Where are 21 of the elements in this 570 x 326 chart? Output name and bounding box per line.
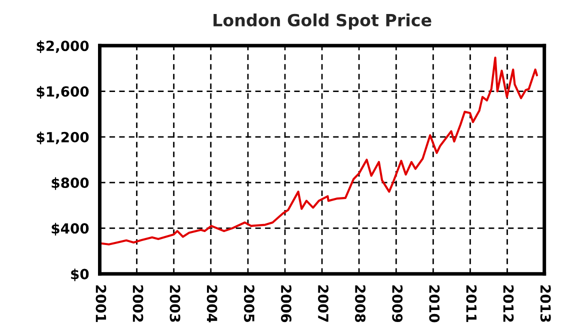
x-tick-label: 2008 bbox=[354, 285, 366, 322]
x-tick-label: 2007 bbox=[318, 285, 328, 322]
x-tick-label: 2013 bbox=[540, 285, 551, 322]
chart-title: London Gold Spot Price bbox=[214, 14, 432, 30]
y-tick-label: $1,200 bbox=[36, 132, 89, 144]
x-tick-label: 2009 bbox=[392, 285, 403, 322]
y-tick-label: $400 bbox=[52, 222, 89, 236]
y-tick-label: $1,600 bbox=[36, 86, 89, 99]
x-tick-label: 2011 bbox=[466, 285, 477, 322]
x-tick-label: 2010 bbox=[429, 285, 440, 322]
y-tick-label: $2,000 bbox=[36, 40, 89, 53]
x-tick-label: 2002 bbox=[132, 285, 144, 322]
line-series bbox=[100, 56, 538, 246]
x-tick-label: 2004 bbox=[206, 285, 218, 322]
x-tick-label: 2006 bbox=[280, 285, 292, 322]
x-tick-label: 2003 bbox=[170, 285, 180, 322]
y-tick-label: $800 bbox=[52, 177, 89, 190]
y-tick-label: $0 bbox=[71, 268, 89, 282]
x-tick-label: 2005 bbox=[244, 285, 254, 322]
x-tick-label: 2012 bbox=[503, 285, 514, 322]
x-tick-label: 2001 bbox=[96, 285, 106, 322]
